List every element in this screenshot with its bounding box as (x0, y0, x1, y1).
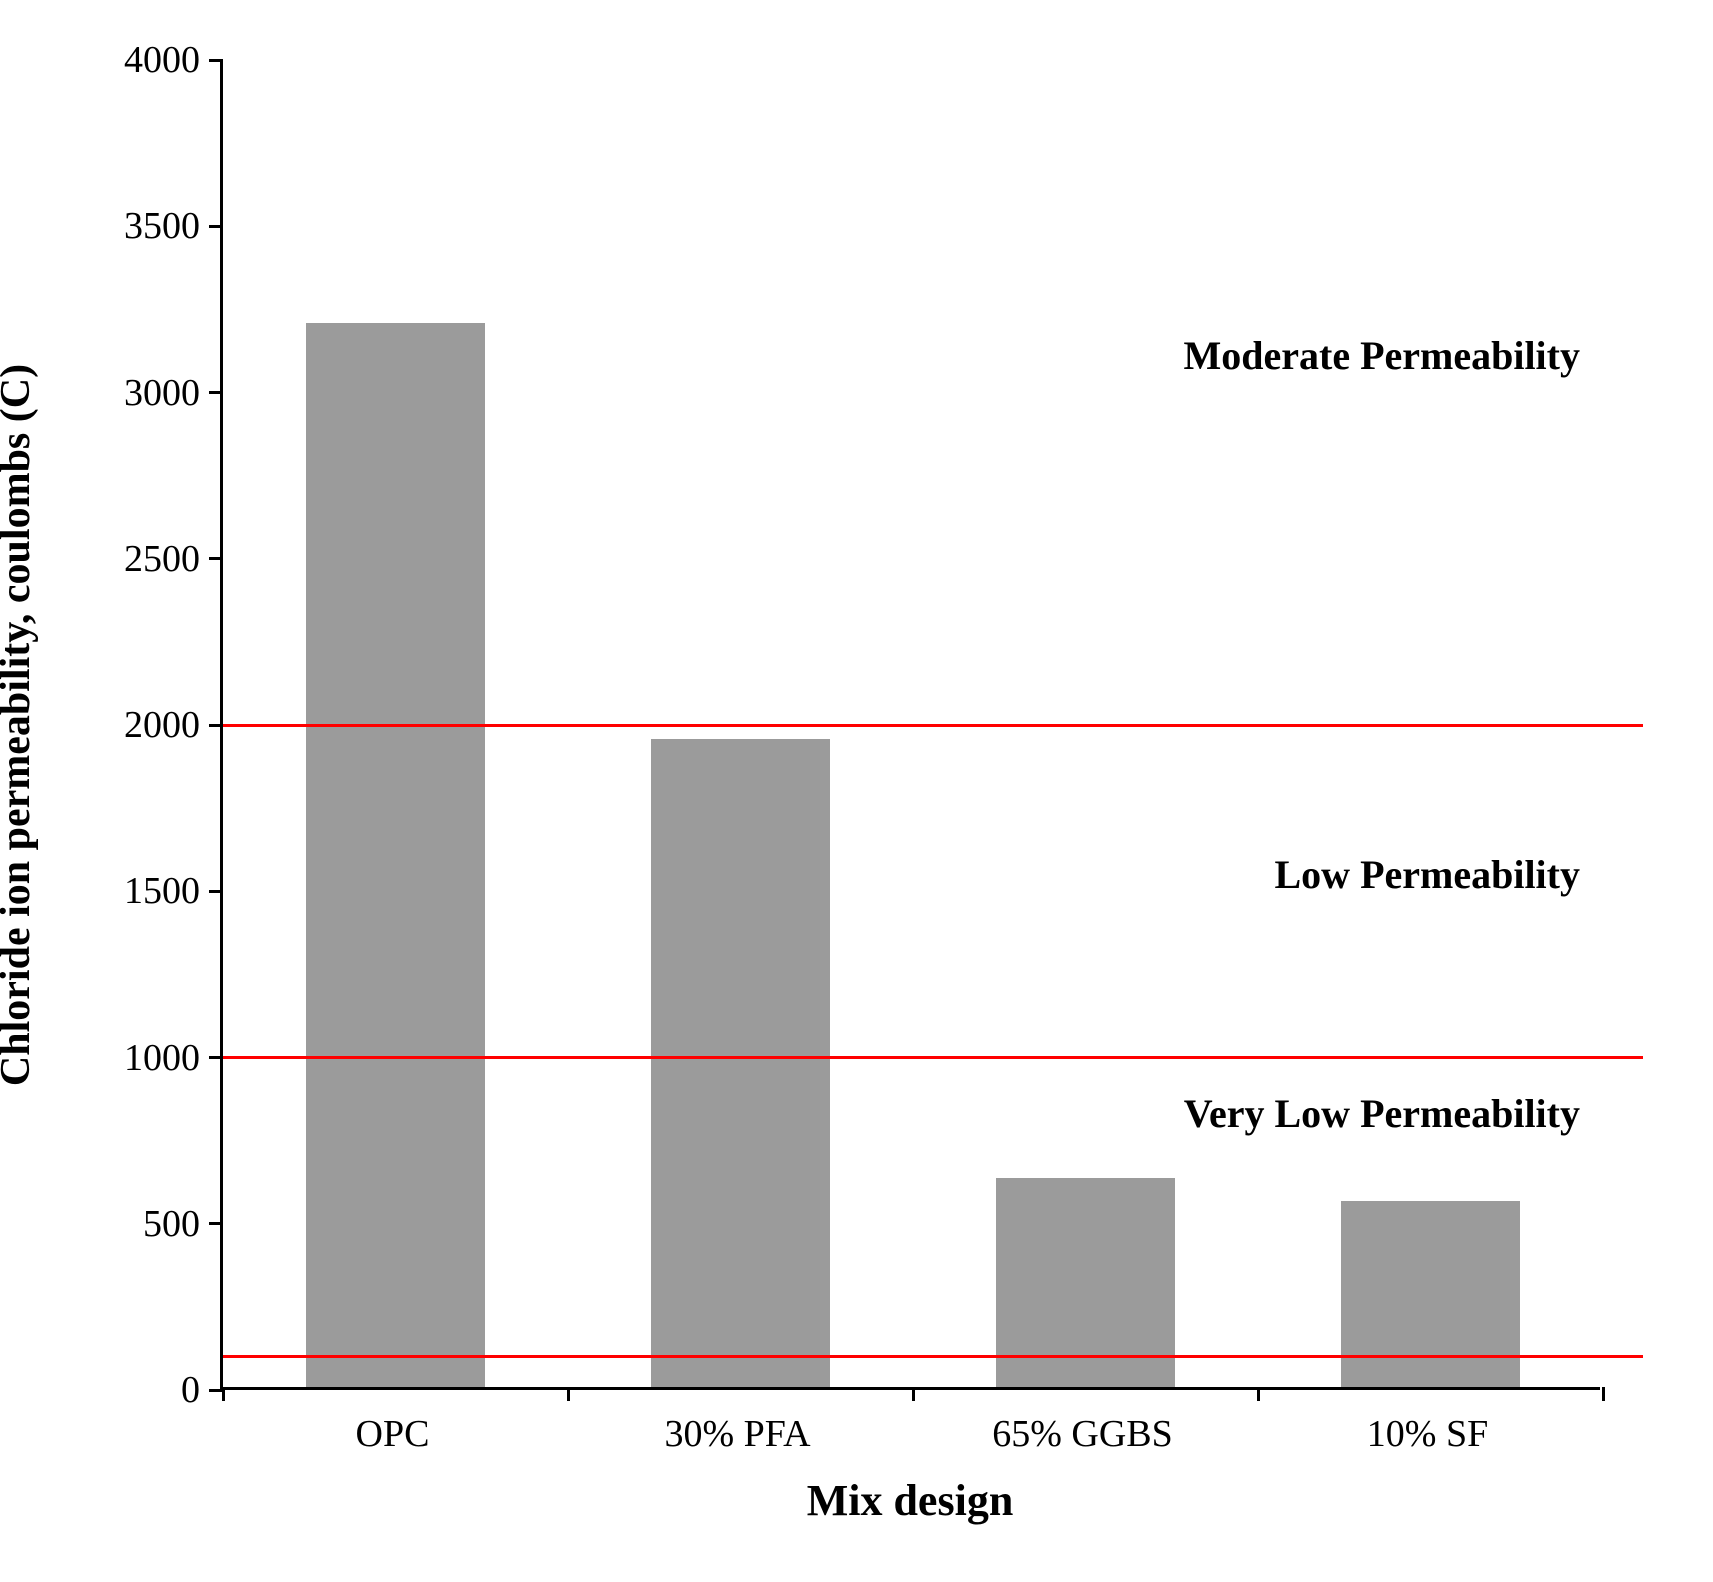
x-tick-label: 65% GGBS (992, 1412, 1173, 1456)
y-tick-label: 1000 (90, 1036, 200, 1080)
y-tick-label: 2500 (90, 537, 200, 581)
plot-area (220, 60, 1600, 1390)
y-tick-label: 2000 (90, 703, 200, 747)
x-tick (567, 1387, 570, 1401)
x-tick-label: 10% SF (1367, 1412, 1488, 1456)
chart-container: 0 500 1000 1500 2000 2500 3000 3500 4000 OPC 30% P… (0, 0, 1713, 1582)
threshold-line (223, 1056, 1643, 1059)
x-tick (1602, 1387, 1605, 1401)
bar (306, 323, 485, 1387)
y-tick (209, 391, 223, 394)
y-tick (209, 225, 223, 228)
threshold-line (223, 1355, 1643, 1358)
y-tick (209, 1222, 223, 1225)
bar (651, 739, 830, 1387)
y-tick-label: 3500 (90, 204, 200, 248)
threshold-annotation: Low Permeability (1275, 851, 1581, 898)
y-tick-label: 0 (90, 1368, 200, 1412)
x-tick (1257, 1387, 1260, 1401)
y-axis-title: Chloride ion permeability, coulombs (C) (0, 364, 40, 1086)
x-tick (912, 1387, 915, 1401)
x-tick-label: OPC (356, 1412, 430, 1456)
y-tick (209, 1056, 223, 1059)
y-tick (209, 890, 223, 893)
bar (1341, 1201, 1520, 1387)
y-tick-label: 3000 (90, 371, 200, 415)
x-tick (222, 1387, 225, 1401)
y-tick-label: 1500 (90, 869, 200, 913)
y-tick-label: 4000 (90, 38, 200, 82)
y-tick (209, 557, 223, 560)
threshold-annotation: Moderate Permeability (1183, 332, 1580, 379)
y-tick (209, 724, 223, 727)
y-tick (209, 59, 223, 62)
x-axis-title: Mix design (807, 1475, 1014, 1526)
threshold-annotation: Very Low Permeability (1184, 1090, 1580, 1137)
y-tick-label: 500 (90, 1202, 200, 1246)
x-tick-label: 30% PFA (664, 1412, 810, 1456)
threshold-line (223, 724, 1643, 727)
